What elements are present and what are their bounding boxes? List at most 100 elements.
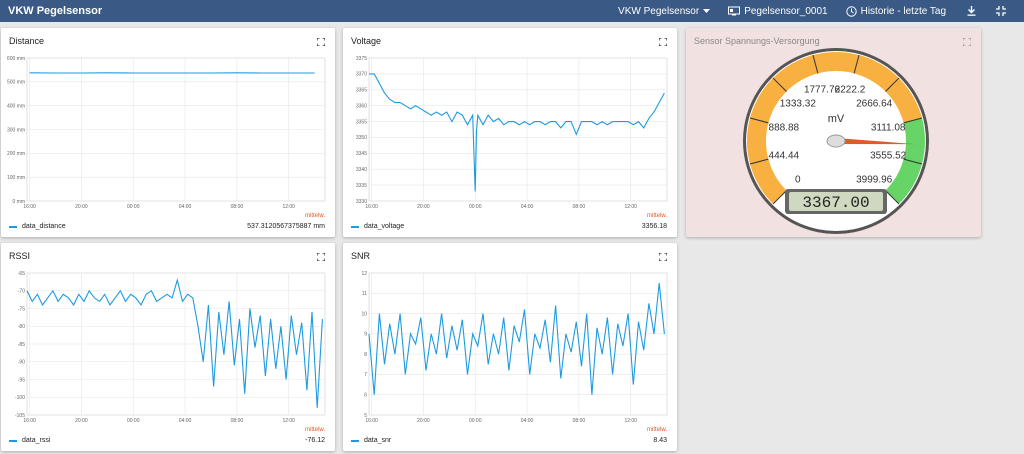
rssi-card: RSSI -105 -100 -95 -90 -85 -80 -75 -70 -65 16:00 2…: [1, 243, 335, 451]
legend-swatch: [9, 225, 17, 228]
top-bar-actions: VKW Pegelsensor Pegelsensor_0001 Histori…: [618, 0, 1024, 22]
x-tick-label: 12:00: [282, 418, 295, 424]
history-clock-icon: [845, 5, 857, 17]
app-title: VKW Pegelsensor: [8, 5, 103, 17]
gauge-scale-label: 3555.52: [870, 150, 907, 161]
gauge-scale-label: 2666.64: [856, 98, 893, 109]
y-tick-label: 7: [364, 372, 367, 378]
y-tick-label: 11: [362, 291, 367, 297]
gauge-scale-label: 2222.2: [835, 84, 866, 95]
y-tick-label: -105: [15, 413, 25, 419]
download-button[interactable]: [964, 4, 978, 18]
legend-swatch: [9, 439, 17, 442]
history-selector-label: Historie - letzte Tag: [860, 5, 946, 17]
y-tick-label: 500 mm: [7, 80, 25, 86]
gauge-major-tick: [885, 77, 900, 92]
gauge-major-tick: [812, 54, 819, 74]
y-tick-label: 5: [364, 413, 367, 419]
gauge-digital-value: 3367.00: [802, 194, 869, 212]
y-tick-label: 3330: [356, 199, 367, 205]
x-tick-label: 08:00: [231, 418, 244, 424]
y-tick-label: 3355: [356, 119, 367, 125]
x-tick-label: 04:00: [179, 418, 192, 424]
average-value: 8.43: [653, 437, 667, 444]
x-tick-label: 04:00: [521, 204, 534, 210]
y-tick-label: 3375: [356, 56, 367, 62]
x-tick-label: 00:00: [127, 418, 140, 424]
x-tick-label: 20:00: [417, 204, 430, 210]
x-tick-label: 20:00: [75, 204, 88, 210]
snr-chart: 5 6 7 8 9 10 11 12 16:00 20:00 00:00 04:00 08:00 12:0…: [361, 271, 668, 424]
x-tick-label: 16:00: [365, 418, 378, 424]
chart-legend: data_rssi: [9, 437, 50, 444]
history-selector[interactable]: Historie - letzte Tag: [845, 5, 946, 17]
x-tick-label: 20:00: [417, 418, 430, 424]
y-tick-label: 10: [361, 311, 367, 317]
legend-series-name: data_voltage: [364, 223, 405, 230]
x-tick-label: 20:00: [75, 418, 88, 424]
sensor-selector[interactable]: Pegelsensor_0001: [728, 6, 828, 17]
gauge-major-tick: [903, 117, 923, 124]
y-tick-label: 3340: [356, 167, 367, 173]
y-tick-label: -90: [18, 360, 25, 366]
fullscreen-button[interactable]: [994, 4, 1008, 18]
gauge-needle: [835, 138, 916, 145]
snr-card: SNR 5 6 7 8 9 10 11 12 16:00 20:00 00:00 04:00 08:00…: [343, 243, 677, 451]
series-line: [369, 73, 665, 192]
x-tick-label: 08:00: [573, 418, 586, 424]
voltage-card: Voltage 3330 3335 3340 3345 3350 3355 3360 3365…: [343, 28, 677, 237]
top-app-bar: VKW Pegelsensor VKW Pegelsensor Pegelsen…: [0, 0, 1024, 22]
x-tick-label: 16:00: [365, 204, 378, 210]
average-label: mittelw.: [646, 213, 667, 219]
chart-legend: data_voltage: [351, 223, 404, 230]
gauge-band-yellow: [747, 52, 922, 204]
legend-series-name: data_distance: [22, 223, 66, 230]
x-tick-label: 12:00: [624, 204, 637, 210]
legend-swatch: [351, 439, 359, 442]
average-label: mittelw.: [646, 427, 667, 433]
distance-card: Distance 0 mm 100 mm 200 mm 300 mm 400 mm 500…: [1, 28, 335, 237]
card-title: Sensor Spannungs-Versorgung: [694, 36, 820, 46]
x-tick-label: 08:00: [573, 204, 586, 210]
gauge-scale-label: 1777.76: [804, 84, 841, 95]
gauge-major-tick: [772, 77, 787, 92]
card-title: RSSI: [9, 251, 31, 261]
gauge-scale-label: 3111.08: [871, 123, 906, 134]
y-tick-label: 8: [364, 352, 367, 358]
y-tick-label: -80: [18, 324, 25, 330]
y-tick-label: 6: [364, 393, 367, 399]
y-tick-label: -70: [18, 289, 25, 295]
legend-swatch: [351, 225, 359, 228]
x-tick-label: 00:00: [469, 204, 482, 210]
y-tick-label: 3345: [356, 151, 367, 157]
project-dropdown[interactable]: VKW Pegelsensor: [618, 6, 711, 17]
average-value: -76.12: [305, 437, 325, 444]
gauge-scale-label: 1333.32: [780, 98, 817, 109]
gauge-scale-label: 0: [795, 175, 801, 186]
y-tick-label: -85: [18, 342, 25, 348]
y-tick-label: 400 mm: [7, 103, 25, 109]
series-line: [368, 283, 665, 395]
legend-series-name: data_rssi: [22, 437, 51, 444]
rssi-chart: -105 -100 -95 -90 -85 -80 -75 -70 -65 16:00 20:00 0…: [15, 271, 326, 424]
gauge-major-tick: [772, 190, 787, 205]
fullscreen-icon: [996, 6, 1006, 16]
x-tick-label: 16:00: [23, 418, 36, 424]
gauge-display-screen: [789, 192, 883, 211]
y-tick-label: -65: [18, 271, 25, 277]
y-tick-label: 0 mm: [13, 199, 26, 205]
y-tick-label: 3365: [356, 88, 367, 94]
plot-area: [368, 57, 668, 202]
card-title: Voltage: [351, 36, 382, 46]
gauge-major-tick: [749, 158, 769, 165]
y-tick-label: 3335: [356, 183, 367, 189]
card-title: Distance: [9, 36, 45, 46]
download-icon: [967, 6, 975, 16]
average-value: 3356.18: [641, 223, 667, 230]
gauge-major-tick: [853, 54, 860, 74]
y-tick-label: 100 mm: [7, 175, 25, 181]
x-tick-label: 12:00: [624, 418, 637, 424]
gauge-scale-label: 3999.96: [856, 175, 893, 186]
sensor-device-icon: [728, 6, 741, 16]
